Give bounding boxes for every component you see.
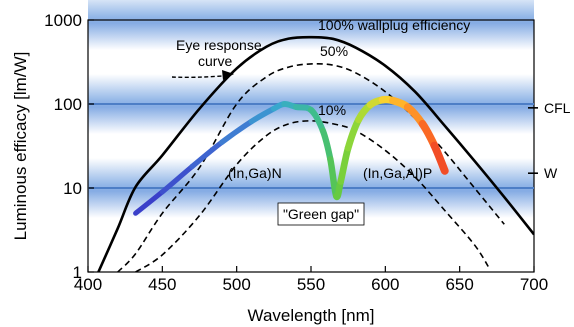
x-axis-label: Wavelength [nm] [248,306,375,325]
plot-frame [87,19,535,273]
plot-border [87,19,535,273]
y-tick-label-3: 1000 [44,11,82,30]
x-tick-label-5: 650 [445,275,473,294]
x-tick-label-0: 400 [74,275,102,294]
green-gap-box: "Green gap" [277,202,365,226]
y-tick-label-1: 10 [63,179,82,198]
x-tick-label-1: 450 [148,275,176,294]
right-markers: CFL W [528,100,571,181]
y-tick-label-2: 100 [54,95,82,114]
eye-response-arrow [171,75,223,79]
eye-response-arrowhead [222,70,234,80]
led-efficacy-curve [133,95,449,216]
ingaalp-label: (In,Ga,Al)P [363,165,432,181]
eye-response-label-line-1: curve [198,53,232,69]
green-gap-label: "Green gap" [283,206,359,222]
y-tick-label-0: 1 [73,263,82,282]
led-segment-2 [189,139,225,170]
led-segment-20 [430,141,449,175]
band-bottom [88,254,534,272]
eye-response-label-line-0: Eye response [176,37,262,53]
label-50-percent: 50% [320,43,348,59]
ingan-label: (In,Ga)N [228,165,282,181]
y-axis-label: Luminous efficacy [lm/W] [11,52,30,241]
x-axis-ticks: 400 450 500 550 600 650 700 [74,266,548,294]
eye-response-label: Eye response curve [176,37,262,69]
series-line-0 [97,35,534,272]
right-marker-label-0: CFL [544,100,571,116]
label-100-percent: 100% wallplug efficiency [318,17,470,33]
x-tick-label-3: 550 [297,275,325,294]
led-segment-0 [133,189,165,216]
background-bands [88,0,534,272]
right-marker-label-1: W [544,165,558,181]
y-axis-ticks: 1 10 100 1000 [44,11,94,282]
series-line-2 [135,120,491,272]
series-layer [97,35,534,272]
x-tick-label-4: 600 [371,275,399,294]
label-10-percent: 10% [318,102,346,118]
x-tick-label-2: 500 [222,275,250,294]
led-segment-1 [159,163,195,195]
x-tick-label-6: 700 [520,275,548,294]
band-0 [88,0,534,50]
gridlines [88,103,534,189]
led-segment-9 [319,127,334,163]
